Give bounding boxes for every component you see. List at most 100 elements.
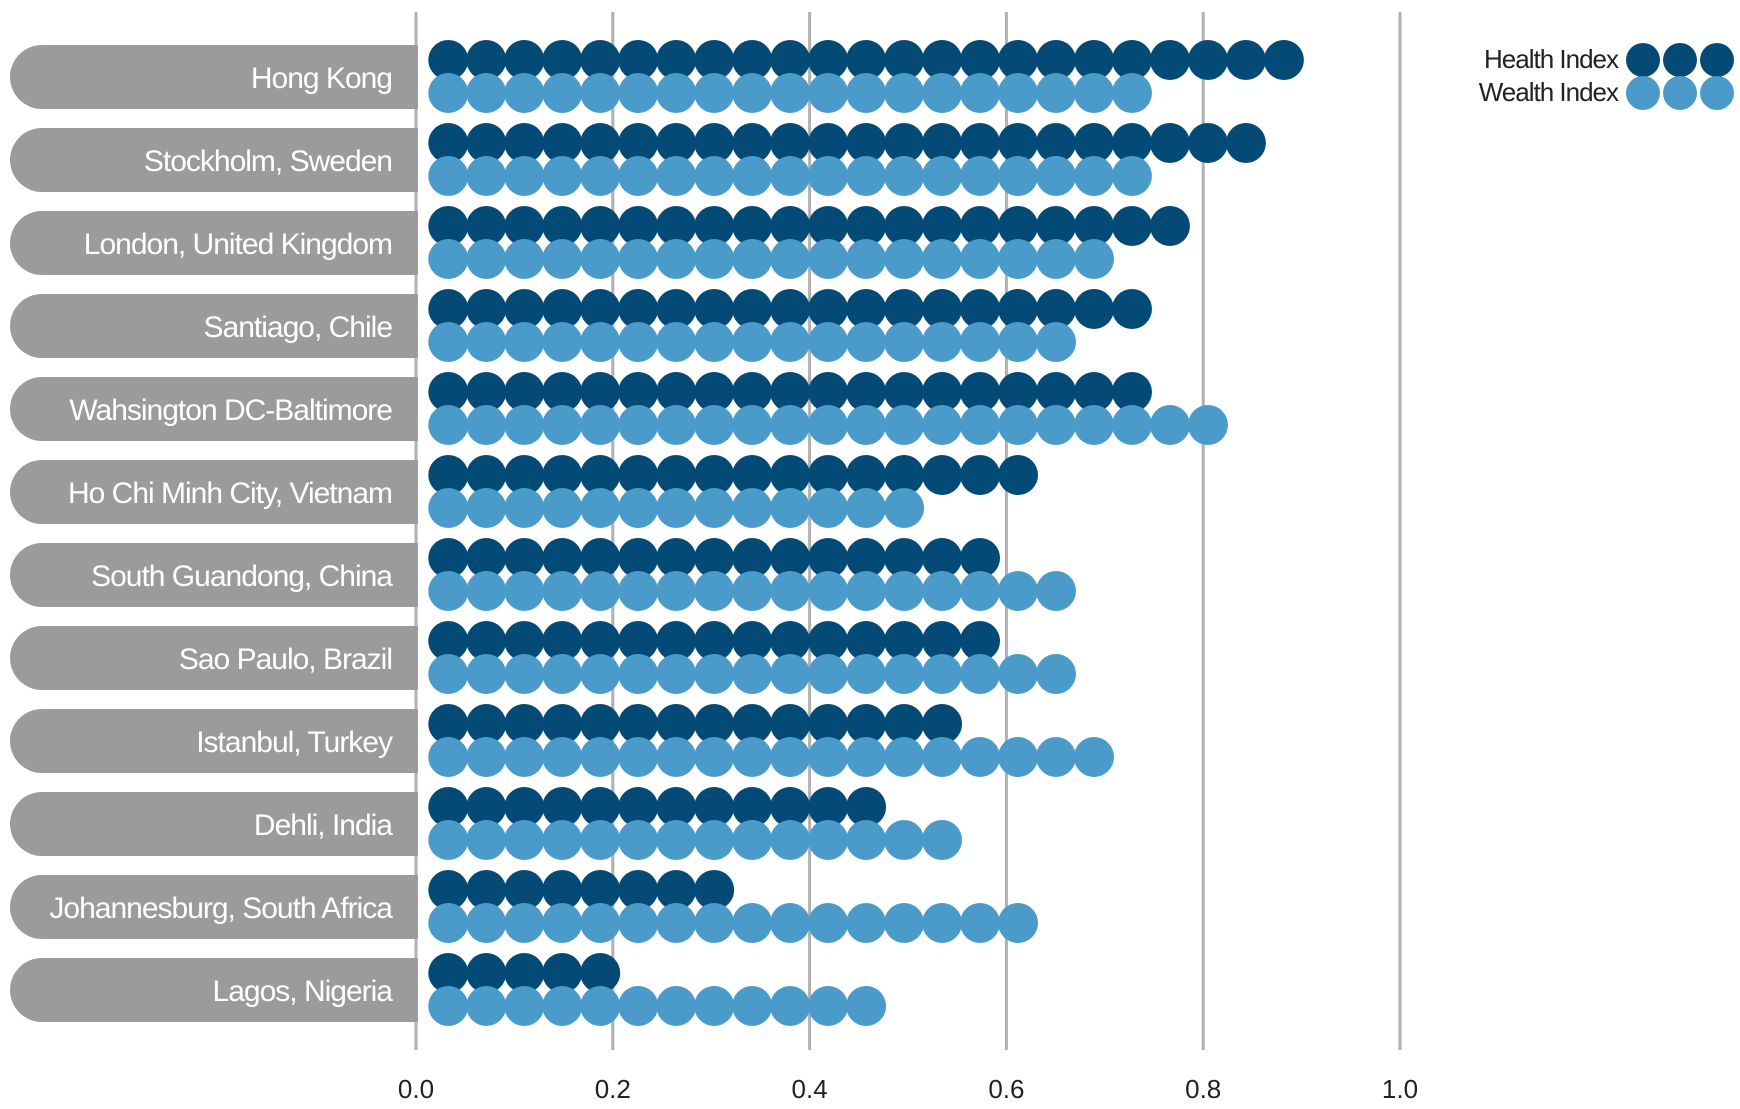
legend-swatch-dot bbox=[1700, 76, 1734, 110]
wealth-dot bbox=[922, 73, 963, 113]
health-dot bbox=[694, 704, 735, 744]
wealth-dot bbox=[504, 903, 545, 943]
health-dot bbox=[732, 40, 773, 80]
health-dot bbox=[960, 372, 1001, 412]
legend-entry: Health Index bbox=[1484, 43, 1734, 77]
wealth-dot bbox=[504, 73, 545, 113]
legend-swatch-dot bbox=[1626, 76, 1660, 110]
health-dot bbox=[846, 123, 887, 163]
health-dot bbox=[618, 621, 659, 661]
wealth-dot bbox=[884, 488, 925, 528]
wealth-dot bbox=[618, 405, 659, 445]
wealth-dot bbox=[542, 488, 583, 528]
wealth-dot bbox=[960, 239, 1001, 279]
wealth-dot bbox=[846, 654, 887, 694]
label-pill bbox=[10, 211, 446, 275]
wealth-dot bbox=[960, 405, 1001, 445]
data-dots bbox=[428, 40, 1304, 1026]
health-dot bbox=[618, 40, 659, 80]
x-tick-label: 0.0 bbox=[398, 1074, 434, 1104]
health-dot bbox=[922, 455, 963, 495]
health-dot bbox=[884, 621, 925, 661]
health-dot bbox=[1187, 40, 1228, 80]
health-dot bbox=[1149, 123, 1190, 163]
category-label: London, United Kingdom bbox=[84, 228, 392, 261]
category-labels: Hong Kong Stockholm, Sweden London, United… bbox=[10, 0, 452, 1050]
wealth-dot bbox=[466, 986, 507, 1026]
wealth-dot bbox=[428, 903, 469, 943]
health-dot bbox=[808, 123, 849, 163]
wealth-dot bbox=[466, 156, 507, 196]
wealth-dot bbox=[846, 571, 887, 611]
legend-swatch-dot bbox=[1663, 43, 1697, 77]
health-dot bbox=[580, 870, 621, 910]
health-dot bbox=[656, 787, 697, 827]
wealth-dot bbox=[694, 986, 735, 1026]
wealth-dot bbox=[732, 156, 773, 196]
wealth-dot bbox=[466, 654, 507, 694]
health-dot bbox=[618, 704, 659, 744]
wealth-dot bbox=[580, 820, 621, 860]
wealth-dot bbox=[428, 488, 469, 528]
health-dot bbox=[656, 621, 697, 661]
wealth-dot bbox=[960, 571, 1001, 611]
health-dot bbox=[846, 621, 887, 661]
health-dot bbox=[846, 289, 887, 329]
health-dot bbox=[656, 538, 697, 578]
health-dot bbox=[1073, 372, 1114, 412]
health-dot bbox=[808, 787, 849, 827]
health-dot bbox=[466, 953, 507, 993]
health-dot bbox=[542, 870, 583, 910]
health-dot bbox=[542, 455, 583, 495]
health-dot bbox=[1149, 206, 1190, 246]
wealth-dot bbox=[656, 488, 697, 528]
wealth-dot bbox=[542, 239, 583, 279]
health-dot bbox=[922, 538, 963, 578]
health-dot bbox=[770, 123, 811, 163]
wealth-dot bbox=[922, 239, 963, 279]
category-row-label: South Guandong, China bbox=[10, 543, 446, 607]
wealth-dot bbox=[732, 903, 773, 943]
health-dot bbox=[846, 372, 887, 412]
wealth-dot bbox=[618, 239, 659, 279]
health-dot bbox=[846, 538, 887, 578]
category-row-label: Santiago, Chile bbox=[10, 294, 446, 358]
health-dot bbox=[808, 455, 849, 495]
wealth-dot bbox=[808, 156, 849, 196]
health-dot bbox=[428, 372, 469, 412]
health-dot bbox=[504, 621, 545, 661]
wealth-dot bbox=[618, 986, 659, 1026]
health-dot bbox=[732, 289, 773, 329]
wealth-dot bbox=[618, 488, 659, 528]
wealth-dot bbox=[466, 73, 507, 113]
health-dot bbox=[618, 538, 659, 578]
wealth-dot bbox=[428, 571, 469, 611]
category-row-label: Ho Chi Minh City, Vietnam bbox=[10, 460, 446, 524]
health-dot bbox=[922, 372, 963, 412]
health-dot bbox=[732, 538, 773, 578]
x-tick-label: 0.6 bbox=[988, 1074, 1024, 1104]
wealth-dot bbox=[656, 156, 697, 196]
health-dot bbox=[580, 455, 621, 495]
category-label: Lagos, Nigeria bbox=[213, 975, 394, 1008]
wealth-dot bbox=[542, 571, 583, 611]
wealth-dot bbox=[694, 156, 735, 196]
health-dot bbox=[1187, 123, 1228, 163]
health-dot bbox=[884, 704, 925, 744]
wealth-dot bbox=[656, 322, 697, 362]
wealth-dot bbox=[580, 903, 621, 943]
wealth-dot bbox=[580, 322, 621, 362]
health-dot bbox=[504, 123, 545, 163]
category-label: Sao Paulo, Brazil bbox=[179, 643, 392, 676]
health-dot bbox=[694, 372, 735, 412]
health-dot bbox=[884, 455, 925, 495]
wealth-dot bbox=[504, 405, 545, 445]
wealth-dot bbox=[1035, 73, 1076, 113]
health-dot bbox=[884, 538, 925, 578]
health-dot bbox=[656, 123, 697, 163]
health-dot bbox=[694, 40, 735, 80]
health-dot bbox=[428, 953, 469, 993]
label-pill bbox=[10, 709, 446, 773]
wealth-dot bbox=[428, 73, 469, 113]
